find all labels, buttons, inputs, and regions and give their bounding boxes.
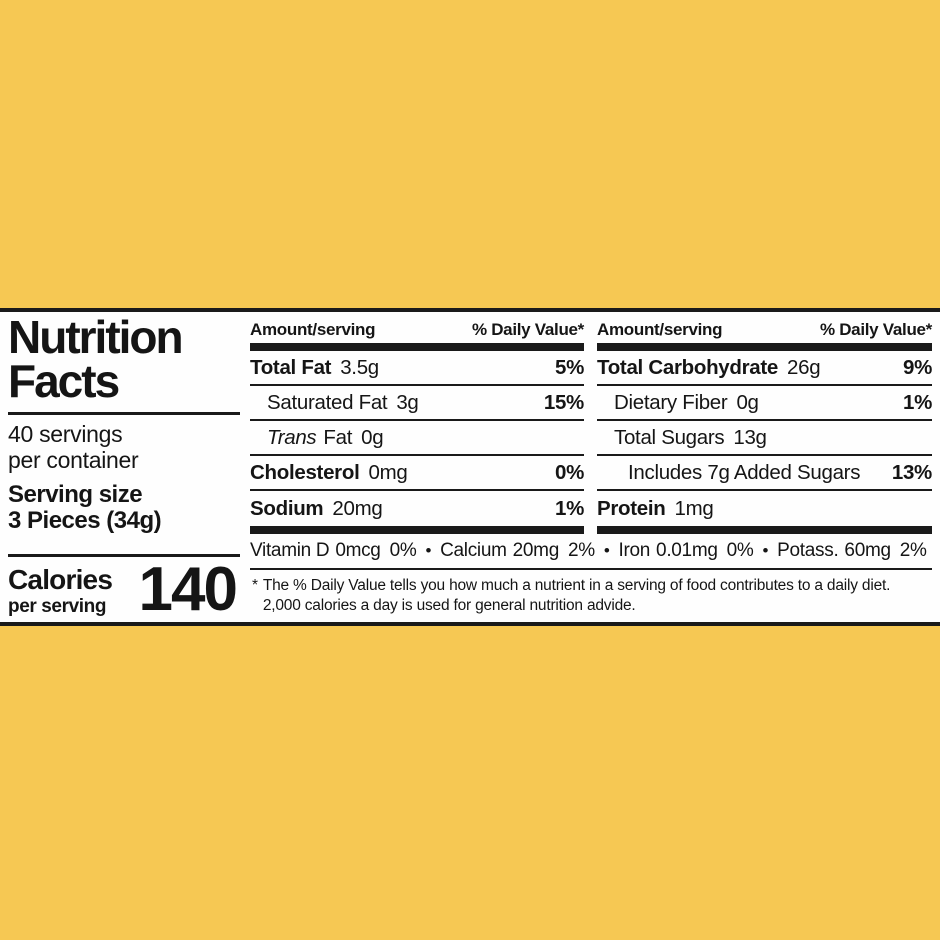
nutrient-row-protein: Protein 1mg	[597, 491, 932, 526]
nutrient-row-total-sugars: Total Sugars 13g	[597, 421, 932, 456]
title-line-1: Nutrition	[8, 311, 184, 363]
amount-per-serving-header: Amount/serving	[597, 320, 723, 339]
daily-value-footnote: * The % Daily Value tells you how much a…	[250, 570, 932, 616]
calories-labels: Calories per serving	[8, 564, 113, 617]
bullet-separator: •	[425, 541, 432, 560]
nutrient-row-dietary-fiber: Dietary Fiber 0g 1%	[597, 386, 932, 421]
nutrient-daily-value: 5%	[554, 355, 584, 379]
nutrient-name: Sodium	[250, 496, 324, 520]
column-header: Amount/serving % Daily Value*	[597, 316, 932, 343]
nutrient-name-italic: Trans	[267, 425, 317, 449]
nutrient-name: Dietary Fiber	[614, 390, 728, 414]
nutrient-row-saturated-fat: Saturated Fat 3g 15%	[250, 386, 584, 421]
footnote-text: The % Daily Value tells you how much a n…	[262, 576, 891, 616]
nutrient-name: Total Fat	[250, 355, 332, 379]
nutrition-facts-panel: Nutrition Facts 40 servings per containe…	[0, 308, 940, 626]
thick-divider	[597, 526, 932, 534]
nutrient-name: Includes 7g Added Sugars	[628, 460, 861, 484]
nutrient-column-fat-sodium: Amount/serving % Daily Value* Total Fat …	[250, 316, 584, 534]
micronutrient-daily-value: 0%	[726, 540, 754, 561]
nutrient-amount: 13g	[733, 425, 767, 449]
column-header: Amount/serving % Daily Value*	[250, 316, 584, 343]
nutrient-amount: 0mg	[368, 460, 408, 484]
nutrient-name: Total Sugars	[614, 425, 725, 449]
nutrient-amount: 0g	[361, 425, 384, 449]
nutrient-name: Saturated Fat	[267, 390, 388, 414]
nutrient-row-total-carbohydrate: Total Carbohydrate 26g 9%	[597, 351, 932, 386]
footnote-line-1: The % Daily Value tells you how much a n…	[262, 577, 891, 594]
nutrient-daily-value: 9%	[902, 355, 932, 379]
servings-unit: per container	[8, 446, 139, 473]
thick-divider	[597, 343, 932, 351]
servings-count: 40 servings	[8, 421, 123, 448]
serving-size: Serving size 3 Pieces (34g)	[8, 480, 240, 535]
divider	[8, 554, 240, 558]
divider	[8, 412, 240, 416]
bullet-separator: •	[603, 541, 610, 560]
calories-row: Calories per serving 140	[8, 555, 240, 625]
nutrient-amount: 0g	[736, 390, 759, 414]
micronutrients-row: Vitamin D 0mcg 0% • Calcium 20mg 2% • Ir…	[250, 534, 932, 570]
label-summary-column: Nutrition Facts 40 servings per containe…	[0, 312, 250, 622]
nutrient-daily-value: 1%	[554, 496, 584, 520]
micronutrient-daily-value: 2%	[899, 540, 927, 561]
nutrient-row-total-fat: Total Fat 3.5g 5%	[250, 351, 584, 386]
micronutrient-amount: 0.01mg	[656, 540, 718, 561]
amount-per-serving-header: Amount/serving	[250, 320, 376, 339]
column-gap	[584, 316, 597, 534]
nutrient-amount: 26g	[787, 355, 821, 379]
micronutrient-name: Potass.	[777, 540, 839, 561]
nutrient-detail-region: Amount/serving % Daily Value* Total Fat …	[250, 312, 940, 622]
nutrient-daily-value: 1%	[902, 390, 932, 414]
nutrient-name: Total Carbohydrate	[597, 355, 779, 379]
nutrient-row-added-sugars: Includes 7g Added Sugars 13%	[597, 456, 932, 491]
thick-divider	[250, 526, 584, 534]
serving-size-value: 3 Pieces (34g)	[8, 507, 162, 535]
footnote-line-2: 2,000 calories a day is used for general…	[262, 597, 636, 615]
nutrient-daily-value: 13%	[891, 460, 932, 484]
nutrient-daily-value: 15%	[543, 390, 584, 414]
nutrition-facts-title: Nutrition Facts	[8, 311, 240, 407]
nutrient-amount: 1mg	[674, 496, 714, 520]
nutrient-row-cholesterol: Cholesterol 0mg 0%	[250, 456, 584, 491]
nutrient-amount: 3.5g	[340, 355, 379, 379]
calories-value: 140	[138, 555, 238, 625]
micronutrient-amount: 60mg	[844, 540, 891, 561]
nutrient-name: Cholesterol	[250, 460, 360, 484]
micronutrient-name: Iron	[618, 540, 651, 561]
micronutrient-amount: 20mg	[512, 540, 560, 561]
nutrient-amount: 3g	[396, 390, 419, 414]
nutrient-amount: 20mg	[332, 496, 383, 520]
nutrient-row-sodium: Sodium 20mg 1%	[250, 491, 584, 526]
micronutrient-name: Vitamin D	[250, 540, 330, 561]
thick-divider	[250, 343, 584, 351]
title-line-2: Facts	[8, 354, 120, 407]
daily-value-header: % Daily Value*	[819, 320, 932, 339]
serving-size-label: Serving size	[8, 480, 143, 508]
micronutrient-daily-value: 0%	[389, 540, 417, 561]
daily-value-header: % Daily Value*	[471, 320, 584, 339]
nutrient-daily-value: 0%	[554, 460, 584, 484]
nutrient-row-trans-fat: Trans Fat 0g	[250, 421, 584, 456]
bullet-separator: •	[762, 541, 769, 560]
nutrient-name: Fat	[323, 425, 353, 449]
footnote-asterisk: *	[252, 577, 258, 594]
nutrient-column-carb-protein: Amount/serving % Daily Value* Total Carb…	[597, 316, 932, 534]
micronutrient-name: Calcium	[440, 540, 507, 561]
nutrient-columns: Amount/serving % Daily Value* Total Fat …	[250, 316, 932, 534]
calories-sublabel: per serving	[8, 596, 107, 617]
calories-label: Calories	[8, 564, 113, 595]
nutrient-name: Protein	[597, 496, 666, 520]
micronutrient-daily-value: 2%	[567, 540, 595, 561]
servings-per-container: 40 servings per container	[8, 422, 240, 473]
micronutrient-amount: 0mcg	[335, 540, 381, 561]
